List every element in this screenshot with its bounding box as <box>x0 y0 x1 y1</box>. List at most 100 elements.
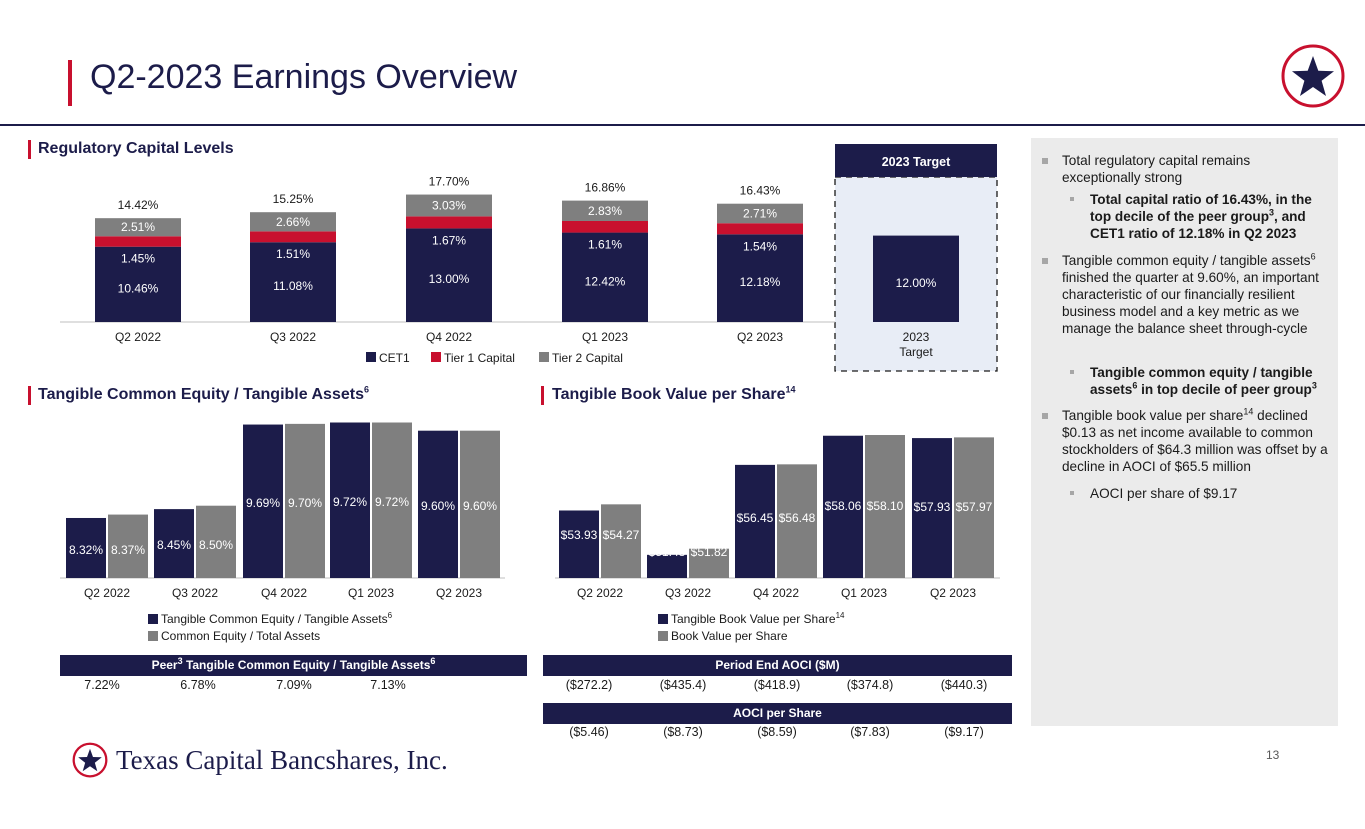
bullet-item: Total capital ratio of 16.43%, in the to… <box>1070 191 1335 242</box>
bar-value-label: 11.08% <box>273 279 313 293</box>
aoci-value: ($440.3) <box>940 678 988 692</box>
legend-swatch-bv <box>658 631 668 641</box>
x-tick-label: 2023 <box>903 330 930 344</box>
bar-value-label: 8.32% <box>69 543 103 557</box>
tce-chart: 8.32% 8.37% Q2 2022 8.45% 8.50% Q3 2022 9.69% 9… <box>60 422 505 643</box>
bullet-item: AOCI per share of $9.17 <box>1070 485 1335 502</box>
bar-total-label: 14.42% <box>118 198 159 212</box>
bar-tangible-common-equity-tangible-assets <box>243 424 283 578</box>
legend-label-tier2: Tier 2 Capital <box>552 351 623 365</box>
x-tick-label: Q2 2023 <box>737 330 783 344</box>
bar-value-label: 2.66% <box>276 215 310 229</box>
bar-value-label: 12.00% <box>896 276 937 290</box>
bullet-marker-icon <box>1070 491 1074 495</box>
bar-value-label: 9.72% <box>333 495 367 509</box>
bullet-item: Tangible book value per share14 declined… <box>1042 407 1332 475</box>
bar-tier-2-capital <box>406 194 492 217</box>
target-header-box <box>835 144 997 177</box>
peer-value: 6.78% <box>180 678 216 692</box>
x-tick-label: Q2 2022 <box>84 586 130 600</box>
bullet-marker-icon <box>1042 258 1048 264</box>
tbv-legend: Tangible Book Value per Share14 Book Val… <box>658 611 845 643</box>
x-tick-label: Target <box>899 345 933 359</box>
commentary-panel: Total regulatory capital remains excepti… <box>1031 138 1338 726</box>
legend-label-common-equity: Common Equity / Total Assets <box>161 629 320 643</box>
target-header: 2023 Target <box>882 155 951 169</box>
bar-value-label: 9.60% <box>421 499 455 513</box>
bar-common-equity-total-assets <box>108 514 148 578</box>
x-tick-label: Q4 2022 <box>426 330 472 344</box>
bar-book-value-per-share <box>865 435 905 578</box>
x-tick-label: Q2 2023 <box>930 586 976 600</box>
bar-value-label: $54.27 <box>603 528 640 542</box>
x-tick-label: Q4 2022 <box>753 586 799 600</box>
bar-tier-1-capital <box>250 231 336 243</box>
regulatory-legend: CET1 Tier 1 Capital Tier 2 Capital <box>366 351 623 365</box>
bullet-marker-icon <box>1042 413 1048 419</box>
bar-tangible-book-value-per-share <box>735 464 775 578</box>
bar-value-label: 10.46% <box>118 281 159 295</box>
bar-cet1 <box>873 235 959 322</box>
peer-value: 7.09% <box>276 678 312 692</box>
legend-label-bv: Book Value per Share <box>671 629 788 643</box>
section-accent-bar <box>28 140 31 159</box>
bullet-marker-icon <box>1070 370 1074 374</box>
peer-table-header: Peer3 Tangible Common Equity / Tangible … <box>60 655 527 676</box>
bar-cet1 <box>406 228 492 322</box>
bar-tangible-book-value-per-share <box>559 510 599 578</box>
footer-logo: Texas Capital Bancshares, Inc. <box>72 740 448 780</box>
bar-value-label: 9.72% <box>375 495 409 509</box>
bar-tangible-common-equity-tangible-assets <box>66 517 106 578</box>
legend-swatch-tier2 <box>539 352 549 362</box>
bar-value-label: 8.45% <box>157 538 191 552</box>
bar-value-label: 3.03% <box>432 198 466 212</box>
bar-value-label: $56.45 <box>737 511 774 525</box>
bullet-marker-icon <box>1070 197 1074 201</box>
bar-tangible-book-value-per-share <box>912 438 952 578</box>
bar-total-label: 16.43% <box>740 184 781 198</box>
bar-value-label: 1.61% <box>588 238 622 252</box>
bar-common-equity-total-assets <box>460 430 500 578</box>
bar-tier-2-capital <box>95 218 181 237</box>
legend-swatch-tier1 <box>431 352 441 362</box>
legend-label-tbv: Tangible Book Value per Share14 <box>671 611 845 626</box>
bullet-item: Tangible common equity / tangible assets… <box>1042 252 1327 337</box>
bar-value-label: 8.50% <box>199 538 233 552</box>
bullet-item: Total regulatory capital remains excepti… <box>1042 152 1317 186</box>
aoci-per-share-header: AOCI per Share <box>543 703 1012 724</box>
legend-label-tier1: Tier 1 Capital <box>444 351 515 365</box>
bar-value-label: $58.06 <box>825 499 862 513</box>
bar-tier-2-capital <box>250 212 336 232</box>
bar-value-label: $57.93 <box>914 500 951 514</box>
bar-common-equity-total-assets <box>285 423 325 578</box>
tce-section-title: Tangible Common Equity / Tangible Assets… <box>38 384 369 403</box>
bar-book-value-per-share <box>777 464 817 578</box>
bar-value-label: $56.48 <box>779 511 816 525</box>
aoci-table-row: ($272.2) ($435.4) ($418.9) ($374.8) ($44… <box>543 678 1012 696</box>
bar-value-label: 1.45% <box>121 252 155 266</box>
section-accent-bar <box>28 386 31 405</box>
aoci-per-share-value: ($5.46) <box>569 725 609 739</box>
header-divider <box>0 124 1365 126</box>
bullet-marker-icon <box>1042 158 1048 164</box>
bar-value-label: $51.82 <box>691 545 728 559</box>
aoci-per-share-value: ($8.59) <box>757 725 797 739</box>
aoci-value: ($374.8) <box>846 678 894 692</box>
bar-value-label: $57.97 <box>956 500 993 514</box>
bar-tier-1-capital <box>406 216 492 229</box>
aoci-per-share-value: ($9.17) <box>944 725 984 739</box>
aoci-value: ($435.4) <box>659 678 707 692</box>
legend-swatch-common-equity <box>148 631 158 641</box>
bar-tangible-common-equity-tangible-assets <box>418 430 458 578</box>
bar-total-label: 15.25% <box>273 192 314 206</box>
legend-swatch-cet1 <box>366 352 376 362</box>
tbv-chart: $53.93 $54.27 Q2 2022 $51.48 $51.82 Q3 2022 $5… <box>555 435 1000 643</box>
bar-total-label: 17.70% <box>429 175 470 189</box>
bar-value-label: 2.71% <box>743 206 777 220</box>
bar-common-equity-total-assets <box>372 422 412 578</box>
aoci-value: ($272.2) <box>565 678 613 692</box>
bar-tier-2-capital <box>562 200 648 221</box>
x-tick-label: Q3 2022 <box>172 586 218 600</box>
peer-value: 7.13% <box>370 678 406 692</box>
bar-value-label: 9.69% <box>246 496 280 510</box>
